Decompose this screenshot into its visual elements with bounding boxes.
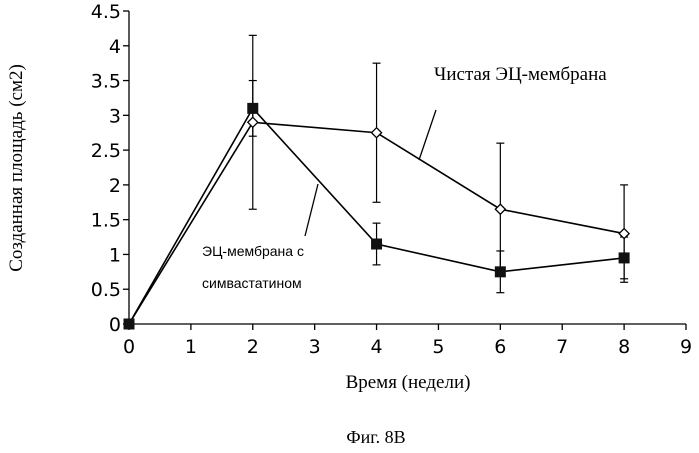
x-tick-label: 2: [247, 336, 259, 358]
y-tick-label: 1: [109, 244, 121, 266]
x-tick-label: 6: [494, 336, 506, 358]
y-tick-label: 3.5: [91, 71, 121, 93]
y-tick-label: 4: [109, 36, 121, 58]
x-tick-label: 1: [185, 336, 197, 358]
marker-square: [371, 239, 382, 250]
annotation-statin-line2: симвастатином: [202, 275, 302, 291]
x-tick-label: 4: [371, 336, 383, 358]
marker-square: [495, 266, 506, 277]
x-tick-label: 8: [618, 336, 630, 358]
annotation-pure-membrane: Чистая ЭЦ-мембрана: [434, 64, 607, 85]
x-tick-label: 3: [309, 336, 321, 358]
x-ticks: 0 1 2 3 4 5 6 7 8 9: [123, 324, 692, 358]
y-tick-label: 1.5: [91, 210, 121, 232]
x-tick-label: 7: [556, 336, 568, 358]
annotation-pure-leader: [419, 110, 436, 160]
marker-square: [619, 252, 630, 263]
y-tick-label: 2: [109, 175, 121, 197]
marker-diamond: [372, 128, 382, 138]
y-ticks: 0 0.5 1 1.5 2 2.5 3 3.5 4 4.5: [91, 1, 129, 336]
marker-square: [124, 319, 135, 330]
marker-square: [247, 103, 258, 114]
x-tick-label: 5: [432, 336, 444, 358]
chart: 0 1 2 3 4 5 6 7 8 9 0 0.5 1 1.5 2 2.5 3 3.5 4 4.5 Созданна…: [0, 0, 699, 453]
y-tick-label: 0.5: [91, 279, 121, 301]
marker-diamond: [495, 204, 505, 214]
x-tick-label: 9: [680, 336, 692, 358]
y-tick-label: 0: [109, 314, 121, 336]
x-axis-title: Время (недели): [346, 372, 471, 393]
y-tick-label: 4.5: [91, 1, 121, 23]
y-tick-label: 3: [109, 105, 121, 127]
marker-diamond: [248, 117, 258, 127]
annotation-statin-line1: ЭЦ-мембрана с: [202, 243, 304, 259]
markers: [124, 103, 630, 330]
x-tick-label: 0: [123, 336, 135, 358]
figure-caption: Фиг. 8В: [346, 427, 405, 447]
y-tick-label: 2.5: [91, 140, 121, 162]
y-axis-title: Созданная площадь (см2): [6, 64, 27, 272]
annotation-statin-leader: [305, 184, 318, 236]
